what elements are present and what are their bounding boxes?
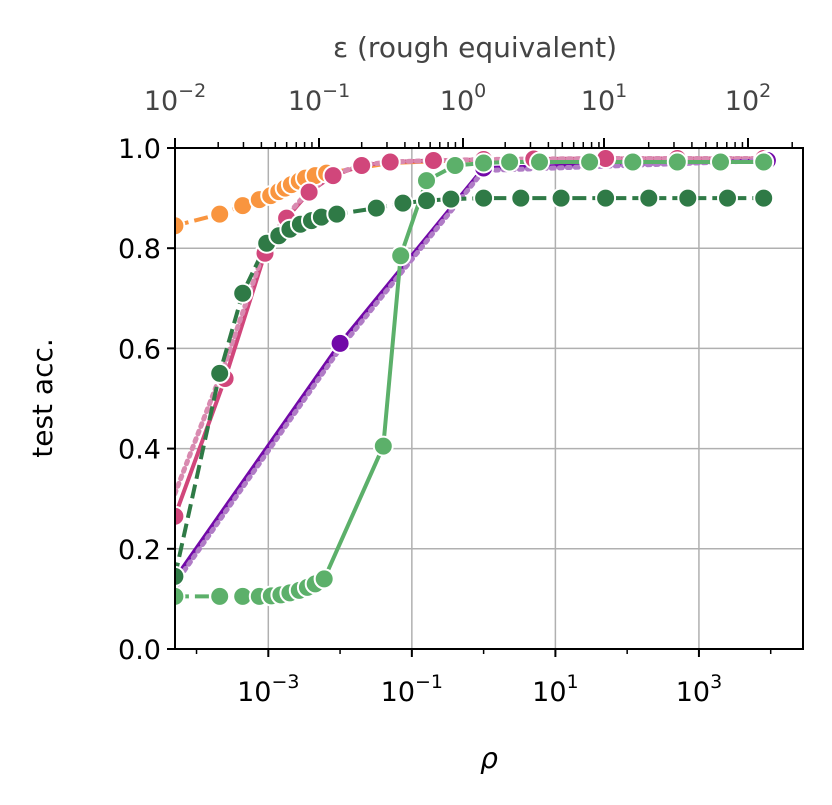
- data-point: [351, 155, 373, 176]
- data-point: [232, 282, 254, 304]
- ticks: [167, 138, 793, 657]
- data-point: [298, 181, 320, 203]
- series-line: [175, 158, 768, 581]
- axes-frame: [174, 147, 804, 650]
- top-x-tick-label: 10−1: [288, 80, 350, 117]
- data-point: [710, 151, 731, 173]
- data-point: [440, 188, 462, 210]
- data-point: [209, 585, 231, 607]
- x-tick-label: 10−1: [381, 671, 443, 708]
- grid: [175, 147, 803, 650]
- data-point: [473, 187, 495, 209]
- data-point: [326, 203, 348, 225]
- y-tick-label: 0.6: [118, 334, 161, 365]
- data-point: [717, 187, 738, 209]
- data-point: [753, 151, 775, 173]
- x-tick-label: 101: [532, 671, 578, 708]
- plot-area: [175, 148, 778, 607]
- y-tick-label: 0.4: [118, 435, 161, 466]
- y-axis-label: test acc.: [26, 338, 59, 458]
- top-x-tick-label: 102: [725, 80, 771, 117]
- y-tick-label: 0.8: [118, 234, 161, 265]
- data-point: [579, 151, 601, 173]
- data-point: [416, 190, 437, 212]
- x-axis-label: ρ: [480, 742, 498, 775]
- data-point: [550, 187, 572, 209]
- data-point: [365, 197, 387, 219]
- data-point: [666, 151, 688, 173]
- data-point: [175, 565, 186, 587]
- data-point: [423, 150, 444, 171]
- data-point: [175, 585, 186, 607]
- data-point: [390, 245, 412, 267]
- top-axis-label: ε (rough equivalent): [333, 31, 617, 64]
- series-line: [175, 156, 764, 517]
- tick-labels: 0.0 0.2 0.4 0.6 0.8 1.0 10−3 10−1 101 103 10−2 10−1…: [118, 80, 771, 708]
- data-point: [416, 170, 437, 192]
- top-x-tick-label: 10−2: [144, 80, 206, 117]
- x-tick-label: 103: [676, 671, 722, 708]
- data-point: [372, 435, 394, 457]
- data-point: [638, 187, 660, 209]
- top-x-tick-label: 101: [581, 80, 627, 117]
- series-line: [322, 160, 764, 580]
- data-point: [510, 187, 532, 209]
- data-point: [622, 151, 644, 173]
- series-line: [175, 158, 770, 587]
- data-point: [379, 151, 401, 173]
- data-point: [322, 165, 344, 187]
- data-point: [499, 151, 521, 173]
- data-point: [529, 151, 550, 173]
- y-tick-label: 0.2: [118, 535, 161, 566]
- data-point: [209, 203, 231, 225]
- y-tick-label: 0.0: [118, 635, 161, 666]
- top-x-tick-label: 100: [440, 80, 486, 117]
- data-point: [595, 187, 617, 209]
- y-tick-label: 1.0: [118, 134, 161, 165]
- data-point: [753, 187, 775, 209]
- data-point: [677, 187, 699, 209]
- data-point: [392, 192, 414, 214]
- data-point: [329, 332, 351, 354]
- data-point: [444, 155, 466, 176]
- data-point: [473, 152, 495, 174]
- data-point: [313, 568, 335, 590]
- data-point: [175, 505, 186, 527]
- x-tick-label: 10−3: [237, 671, 299, 708]
- data-point: [175, 215, 186, 237]
- data-point: [209, 362, 231, 384]
